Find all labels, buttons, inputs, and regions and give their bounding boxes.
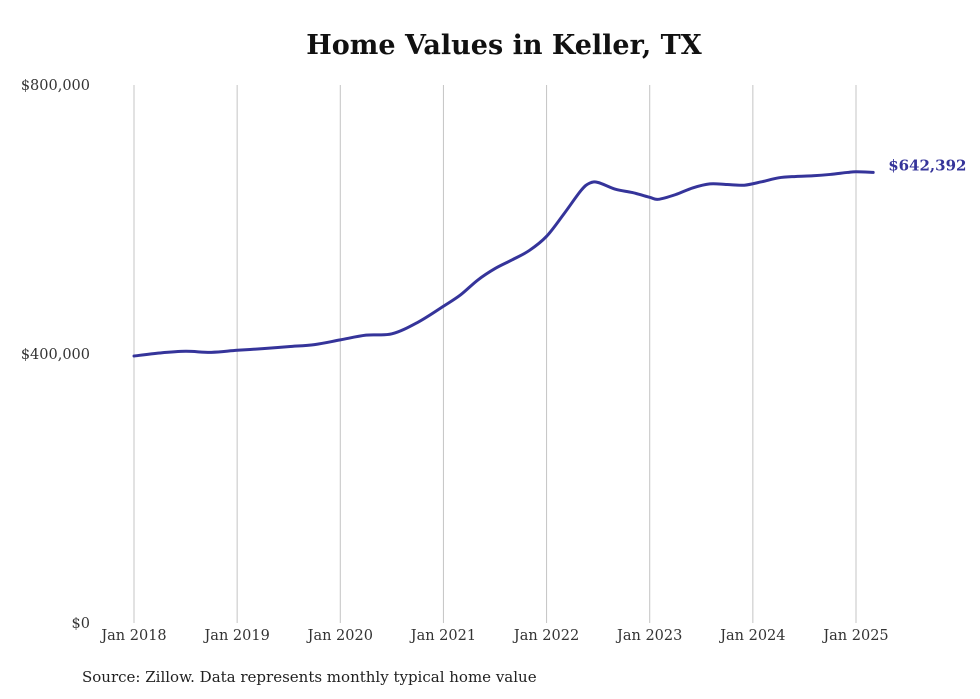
x-tick-label: Jan 2019: [202, 628, 269, 644]
axis-labels: Jan 2018 Jan 2019 Jan 2020 Jan 2021 Jan 2022…: [21, 78, 889, 644]
x-tick-label: Jan 2022: [512, 628, 579, 644]
x-tick-label: Jan 2023: [615, 628, 682, 644]
source-note: Source: Zillow. Data represents monthly …: [82, 668, 537, 686]
series-layer: $642,392: [132, 156, 966, 358]
y-tick-label: $800,000: [21, 78, 90, 94]
x-tick-label: Jan 2021: [409, 628, 476, 644]
y-tick-label: $0: [72, 616, 90, 632]
gridlines: [133, 85, 857, 623]
end-value-label: $642,392: [888, 156, 966, 174]
x-tick-label: Jan 2025: [821, 628, 888, 644]
y-tick-label: $400,000: [21, 347, 90, 363]
x-tick-label: Jan 2024: [718, 628, 785, 644]
x-tick-label: Jan 2018: [99, 628, 166, 644]
chart-title: Home Values in Keller, TX: [306, 30, 702, 61]
x-tick-label: Jan 2020: [306, 628, 373, 644]
series-line-0: [132, 170, 875, 358]
